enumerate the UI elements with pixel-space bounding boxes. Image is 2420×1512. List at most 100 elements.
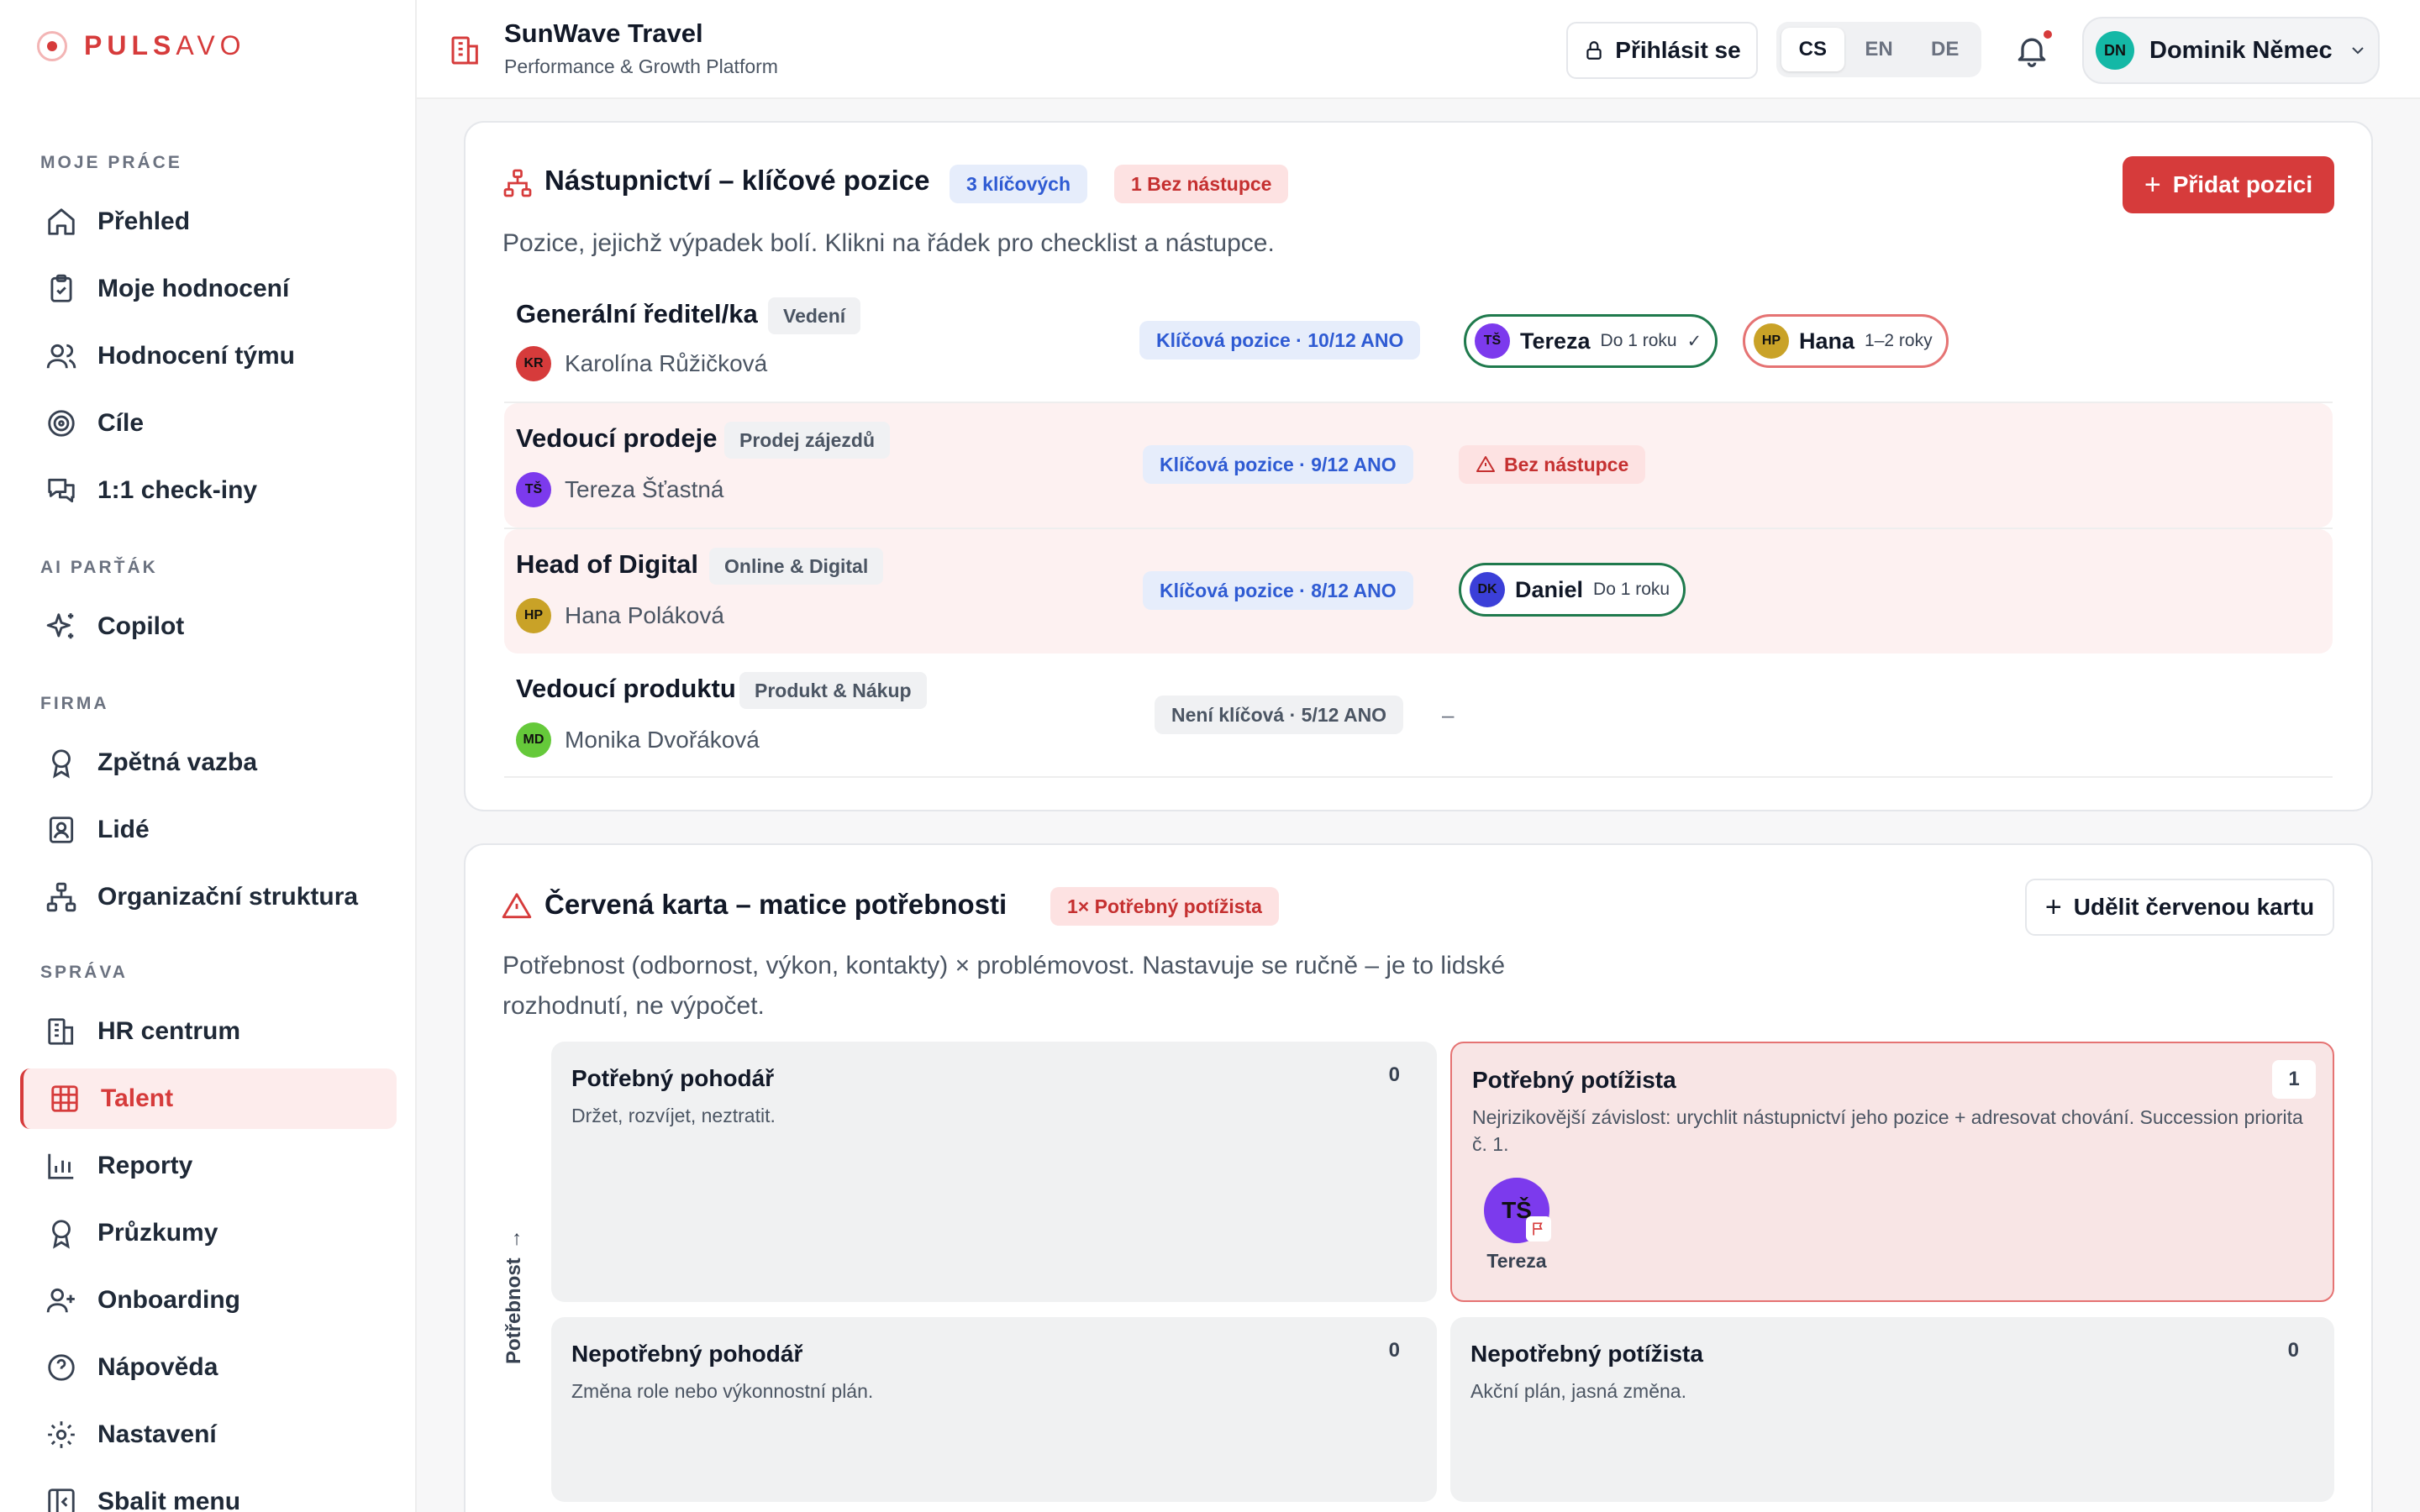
sidebar-item-onboarding[interactable]: Onboarding: [20, 1270, 397, 1331]
sidebar-item-checkiny[interactable]: 1:1 check-iny: [20, 460, 397, 521]
cell-count: 1: [2272, 1060, 2316, 1099]
sidebar-item-label: Sbalit menu: [97, 1488, 241, 1512]
avatar: DK: [1470, 572, 1505, 607]
succession-description: Pozice, jejichž výpadek bolí. Klikni na …: [502, 229, 1275, 257]
lang-en[interactable]: EN: [1865, 38, 1893, 60]
sidebar-item-talent[interactable]: Talent: [20, 1068, 397, 1129]
logo[interactable]: PULSAVO: [37, 30, 246, 61]
sidebar-item-prehled[interactable]: Přehled: [20, 192, 397, 252]
cell-title: Potřebný pohodář: [571, 1065, 775, 1091]
sidebar-item-cile[interactable]: Cíle: [20, 393, 397, 454]
department-badge: Prodej zájezdů: [724, 422, 891, 459]
clipboard-icon: [50, 274, 72, 302]
give-red-card-button[interactable]: + Udělit červenou kartu: [2025, 879, 2334, 936]
cell-count: 0: [1388, 1063, 1400, 1086]
no-successor-dash: –: [1442, 702, 1455, 727]
sidebar-collapse-button[interactable]: Sbalit menu: [20, 1472, 397, 1512]
department-badge: Vedení: [768, 297, 861, 334]
check-icon: ✓: [1686, 331, 1702, 351]
no-successor-badge: Bez nástupce: [1459, 445, 1646, 484]
sidebar-item-lide[interactable]: Lidé: [20, 800, 397, 860]
give-red-card-label: Udělit červenou kartu: [2073, 894, 2315, 920]
sidebar-item-hr-centrum[interactable]: HR centrum: [20, 1001, 397, 1062]
sidebar-item-reporty[interactable]: Reporty: [20, 1136, 397, 1196]
sidebar-item-hodnoceni-tymu[interactable]: Hodnocení týmu: [20, 326, 397, 386]
home-icon: [48, 208, 75, 235]
id-card-icon: [49, 816, 74, 843]
sidebar-item-moje-hodnoceni[interactable]: Moje hodnocení: [20, 259, 397, 319]
red-card-description-line1: Potřebnost (odbornost, výkon, kontakty) …: [502, 952, 1506, 979]
successor-readiness: 1–2 roky: [1865, 331, 1933, 350]
no-successor-badge: 1 Bez nástupce: [1114, 165, 1289, 203]
sidebar-item-nastaveni[interactable]: Nastavení: [20, 1404, 397, 1465]
matrix-cell-needed-easygoing[interactable]: Potřebný pohodář Držet, rozvíjet, neztra…: [551, 1042, 1437, 1302]
cell-title: Nepotřebný pohodář: [571, 1341, 803, 1367]
topbar: SunWave Travel Performance & Growth Plat…: [417, 0, 2420, 99]
matrix-cell-unneeded-troublemaker[interactable]: Nepotřebný potížista Akční plán, jasná z…: [1450, 1317, 2334, 1502]
status-badge: Klíčová pozice · 9/12 ANO: [1143, 445, 1413, 484]
award-icon: [52, 1220, 71, 1249]
successor-name: Daniel: [1515, 576, 1584, 602]
axis-label-text: Potřebnost: [502, 1257, 525, 1364]
avatar: TŠ: [1475, 323, 1510, 359]
matrix-cell-needed-troublemaker[interactable]: Potřebný potížista Nejrizikovější závisl…: [1450, 1042, 2334, 1302]
table-row[interactable]: Vedoucí prodeje Prodej zájezdů TŠ Tereza…: [504, 403, 2333, 528]
table-row[interactable]: Head of Digital Online & Digital HP Hana…: [504, 529, 2333, 654]
sidebar-item-organizacni-struktura[interactable]: Organizační struktura: [20, 867, 397, 927]
position-title: Head of Digital: [516, 549, 699, 579]
axis-label-potrebnost: Potřebnost →: [502, 1229, 526, 1364]
holder-name: Karolína Růžičková: [565, 350, 768, 376]
sidebar-item-napoveda[interactable]: Nápověda: [20, 1337, 397, 1398]
add-position-label: Přidat pozici: [2172, 171, 2313, 197]
bell-icon[interactable]: [2013, 32, 2050, 69]
lang-cs[interactable]: CS: [1781, 28, 1844, 71]
successor-chip[interactable]: DK Daniel Do 1 roku: [1459, 563, 1686, 617]
table-row[interactable]: Vedoucí produktu Produkt & Nákup MD Moni…: [504, 655, 2333, 780]
matrix-cell-unneeded-easygoing[interactable]: Nepotřebný pohodář Změna role nebo výkon…: [551, 1317, 1437, 1502]
sidebar-item-label: Průzkumy: [97, 1219, 218, 1247]
cell-description: Držet, rozvíjet, neztratit.: [571, 1105, 776, 1126]
nav-section-label: AI PARŤÁK: [40, 558, 158, 577]
table-row[interactable]: Generální ředitel/ka Vedení KR Karolína …: [504, 277, 2333, 402]
plus-icon: +: [2144, 168, 2161, 201]
sidebar-item-label: Copilot: [97, 612, 185, 640]
add-position-button[interactable]: + Přidat pozici: [2123, 156, 2334, 213]
sidebar: PULSAVO MOJE PRÁCE Přehled Moje hodnocen…: [0, 0, 417, 1512]
user-menu[interactable]: DN Dominik Němec: [2082, 17, 2380, 84]
position-holder: MD Monika Dvořáková: [516, 722, 760, 758]
sidebar-item-zpetna-vazba[interactable]: Zpětná vazba: [20, 732, 397, 793]
org-chart-icon: [46, 882, 76, 912]
red-card-title: Červená karta – matice potřebnosti: [544, 889, 1007, 920]
avatar: HP: [516, 598, 551, 633]
award-icon: [52, 749, 71, 779]
nav-section-label: FIRMA: [40, 694, 109, 713]
cell-description: Nejrizikovější závislost: urychlit nástu…: [1472, 1106, 2303, 1155]
department-badge: Online & Digital: [709, 548, 884, 585]
cell-title: Nepotřebný potížista: [1470, 1341, 1703, 1367]
succession-title: Nástupnictví – klíčové pozice: [544, 165, 930, 196]
lang-de[interactable]: DE: [1931, 38, 1960, 60]
collapse-icon: [48, 1488, 75, 1512]
sidebar-item-pruzkumy[interactable]: Průzkumy: [20, 1203, 397, 1263]
successor-readiness: Do 1 roku: [1593, 580, 1670, 599]
avatar: TŠ: [516, 472, 551, 507]
position-title: Vedoucí produktu: [516, 674, 736, 703]
user-plus-icon: [46, 1288, 75, 1313]
plus-icon: +: [2044, 890, 2062, 923]
sidebar-item-label: Talent: [101, 1084, 174, 1112]
status-badge: Není klíčová · 5/12 ANO: [1155, 696, 1404, 734]
holder-name: Monika Dvořáková: [565, 727, 760, 753]
login-button[interactable]: Přihlásit se: [1566, 22, 1758, 79]
successor-chip[interactable]: TŠ Tereza Do 1 roku ✓: [1464, 314, 1718, 368]
avatar: DN: [2096, 31, 2134, 70]
sidebar-item-label: Nápověda: [97, 1353, 218, 1381]
sidebar-item-label: 1:1 check-iny: [97, 476, 258, 504]
divider: [504, 776, 2333, 778]
lock-icon: [1586, 41, 1602, 60]
sidebar-item-copilot[interactable]: Copilot: [20, 596, 397, 657]
arrow-right-icon: →: [502, 1229, 525, 1250]
avatar: KR: [516, 346, 551, 381]
successor-chip[interactable]: HP Hana 1–2 roky: [1743, 314, 1949, 368]
logo-icon: [37, 30, 67, 61]
help-icon: [48, 1354, 75, 1381]
